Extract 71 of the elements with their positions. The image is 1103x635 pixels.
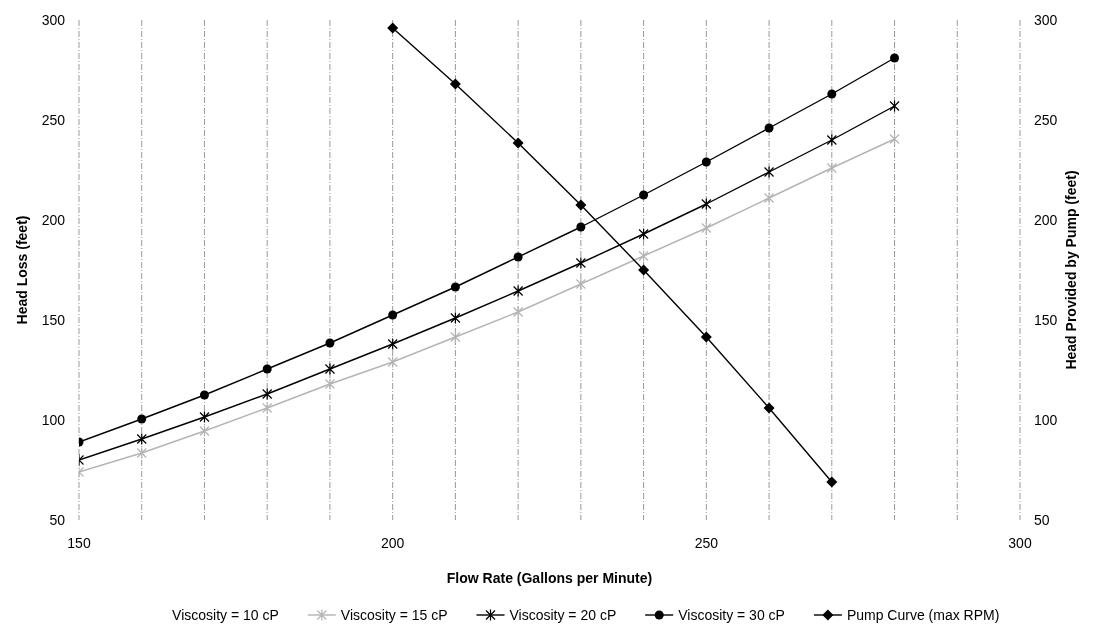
point	[199, 390, 209, 400]
point	[513, 284, 524, 298]
point	[512, 137, 524, 149]
point	[827, 89, 837, 99]
text: Viscosity = 10 cP	[172, 607, 279, 623]
y-tick-label: 100	[41, 412, 66, 428]
point	[576, 222, 586, 232]
y2-tick-label: 200	[1034, 212, 1058, 228]
point	[513, 305, 524, 319]
y-tick-label: 200	[41, 212, 66, 228]
legend-label: Pump Curve (max RPM)	[846, 607, 1000, 623]
point	[199, 424, 210, 438]
point	[889, 99, 900, 113]
point	[513, 252, 523, 262]
point	[449, 78, 461, 90]
x-tick-label: 250	[694, 535, 719, 551]
point	[826, 161, 837, 175]
point	[889, 132, 900, 146]
y-tick-label: 150	[41, 312, 66, 328]
y2-tick-label: 150	[1034, 312, 1058, 328]
point	[450, 311, 461, 325]
x-tick-label: 200	[380, 535, 405, 551]
point	[136, 446, 147, 460]
point	[700, 331, 712, 343]
point	[638, 249, 649, 263]
point	[450, 282, 460, 292]
point	[136, 432, 147, 446]
y-tick-label: 300	[41, 12, 66, 28]
legend-label: Viscosity = 30 cP	[678, 607, 785, 623]
legend-label: Viscosity = 15 cP	[340, 607, 448, 623]
point	[575, 256, 586, 270]
point	[324, 362, 336, 376]
point	[701, 221, 712, 235]
legend-label: Viscosity = 20 cP	[509, 607, 617, 623]
point	[890, 53, 900, 63]
point	[262, 401, 273, 415]
point	[388, 310, 398, 320]
point	[826, 476, 838, 488]
point	[763, 165, 775, 179]
point	[387, 22, 399, 34]
point	[450, 330, 461, 344]
x-axis-title: Flow Rate (Gallons per Minute)	[446, 570, 653, 586]
point	[763, 191, 775, 205]
x-tick-label: 300	[1008, 535, 1032, 551]
y2-axis-title: Head Provided by Pump (feet)	[1063, 170, 1079, 370]
point	[262, 364, 272, 374]
y-axis-title: Head Loss (feet)	[14, 215, 30, 325]
y2-tick-label: 100	[1034, 412, 1058, 428]
point	[575, 277, 586, 291]
point	[387, 355, 398, 369]
point	[387, 337, 398, 351]
point	[826, 133, 837, 147]
point	[325, 338, 335, 348]
y2-tick-label: 50	[1034, 512, 1050, 528]
point	[763, 402, 775, 414]
point	[324, 377, 336, 391]
y2-tick-label: 250	[1034, 112, 1058, 128]
x-tick-label: 150	[67, 535, 91, 551]
y-tick-label: 250	[41, 112, 66, 128]
point	[262, 387, 273, 401]
y-tick-label: 50	[49, 512, 66, 528]
point	[575, 199, 587, 211]
point	[701, 197, 712, 211]
point	[199, 410, 210, 424]
point	[137, 414, 147, 424]
point	[701, 157, 711, 167]
point	[764, 123, 774, 133]
point	[638, 227, 649, 241]
point	[639, 190, 649, 200]
point	[638, 264, 650, 276]
y2-tick-label: 300	[1034, 12, 1058, 28]
